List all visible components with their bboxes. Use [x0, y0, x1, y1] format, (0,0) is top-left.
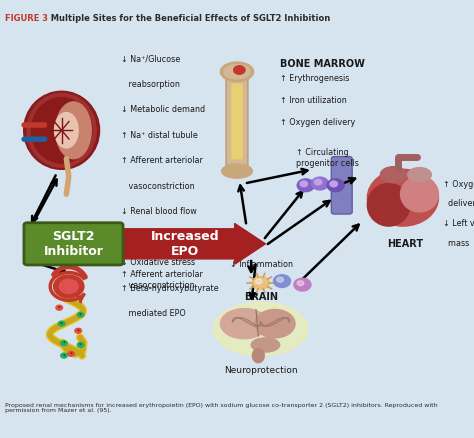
- Text: ↓ Oxidative stress: ↓ Oxidative stress: [121, 258, 195, 267]
- Circle shape: [330, 181, 337, 187]
- FancyArrow shape: [123, 223, 265, 264]
- Text: *: *: [70, 351, 73, 357]
- Text: ↓ Inflammation: ↓ Inflammation: [230, 260, 293, 269]
- Text: ↓ Renal pO₂: ↓ Renal pO₂: [121, 233, 170, 242]
- Text: vasoconstriction: vasoconstriction: [121, 182, 194, 191]
- Text: *: *: [79, 312, 82, 317]
- FancyBboxPatch shape: [226, 75, 248, 168]
- Text: BRAIN: BRAIN: [244, 293, 278, 302]
- Ellipse shape: [380, 167, 407, 183]
- Ellipse shape: [255, 310, 295, 338]
- Text: ↑ Circulating
progenitor cells: ↑ Circulating progenitor cells: [296, 148, 359, 168]
- Circle shape: [294, 278, 311, 291]
- Circle shape: [273, 275, 291, 287]
- Text: *: *: [63, 341, 65, 346]
- Text: ↑ Oxygen delivery: ↑ Oxygen delivery: [280, 117, 355, 127]
- Circle shape: [75, 328, 82, 333]
- Text: mass: mass: [443, 239, 469, 247]
- Text: ↑ Iron utilization: ↑ Iron utilization: [280, 95, 346, 105]
- Text: reabsorption: reabsorption: [121, 80, 180, 88]
- Circle shape: [234, 66, 245, 74]
- Circle shape: [59, 279, 78, 293]
- Ellipse shape: [367, 184, 410, 226]
- Text: ↓ Metabolic demand: ↓ Metabolic demand: [121, 105, 205, 114]
- Circle shape: [314, 179, 322, 185]
- Circle shape: [255, 279, 262, 284]
- Text: Neuroprotection: Neuroprotection: [224, 366, 298, 375]
- Text: ↑ Afferent arteriolar: ↑ Afferent arteriolar: [121, 156, 203, 165]
- Text: *: *: [79, 343, 82, 347]
- Text: ↑ Oxygen: ↑ Oxygen: [443, 180, 474, 189]
- Circle shape: [56, 305, 63, 310]
- Text: *: *: [60, 321, 63, 326]
- Text: HEART: HEART: [387, 239, 423, 248]
- Text: delivery: delivery: [443, 199, 474, 208]
- Circle shape: [252, 276, 269, 289]
- FancyBboxPatch shape: [24, 223, 123, 265]
- Circle shape: [54, 275, 84, 298]
- Text: ↑ Beta-hydroxybutyrate: ↑ Beta-hydroxybutyrate: [121, 284, 219, 293]
- Text: *: *: [58, 305, 61, 310]
- Ellipse shape: [56, 102, 91, 159]
- Text: SGLT2
Inhibitor: SGLT2 Inhibitor: [44, 230, 103, 258]
- Text: FIGURE 3: FIGURE 3: [5, 14, 48, 23]
- Ellipse shape: [251, 338, 280, 352]
- Circle shape: [77, 343, 84, 347]
- Circle shape: [311, 177, 328, 190]
- Text: ↑ Afferent arteriolar
   vasoconstriction: ↑ Afferent arteriolar vasoconstriction: [121, 270, 203, 290]
- FancyBboxPatch shape: [331, 156, 352, 214]
- Text: ↓ Renal blood flow: ↓ Renal blood flow: [121, 207, 197, 216]
- Circle shape: [277, 277, 283, 282]
- Circle shape: [327, 179, 344, 192]
- Circle shape: [297, 179, 314, 192]
- Text: ↑ Erythrogenesis: ↑ Erythrogenesis: [280, 74, 349, 82]
- FancyBboxPatch shape: [231, 84, 243, 159]
- Ellipse shape: [55, 113, 78, 148]
- Circle shape: [77, 312, 84, 317]
- Text: ↓ Left ventricular: ↓ Left ventricular: [443, 219, 474, 228]
- Ellipse shape: [213, 302, 308, 356]
- Text: mediated EPO: mediated EPO: [121, 310, 186, 318]
- Text: *: *: [63, 353, 65, 358]
- Text: Multiple Sites for the Beneficial Effects of SGLT2 Inhibition: Multiple Sites for the Beneficial Effect…: [45, 14, 330, 23]
- Circle shape: [68, 351, 74, 356]
- Ellipse shape: [224, 65, 250, 79]
- Text: ↓ Na⁺/Glucose: ↓ Na⁺/Glucose: [121, 54, 180, 63]
- Circle shape: [297, 281, 304, 286]
- Text: ↑ Na⁺ distal tubule: ↑ Na⁺ distal tubule: [121, 131, 198, 140]
- Ellipse shape: [408, 168, 431, 182]
- Text: BONE MARROW: BONE MARROW: [280, 60, 365, 69]
- Ellipse shape: [222, 164, 252, 178]
- Ellipse shape: [401, 177, 438, 212]
- Text: *: *: [77, 328, 80, 333]
- Ellipse shape: [24, 91, 100, 170]
- Ellipse shape: [220, 62, 254, 81]
- Ellipse shape: [220, 309, 268, 339]
- Circle shape: [300, 181, 308, 187]
- Circle shape: [58, 321, 65, 326]
- Text: Increased
EPO: Increased EPO: [151, 230, 219, 258]
- Circle shape: [61, 353, 67, 358]
- Ellipse shape: [252, 349, 264, 363]
- Circle shape: [61, 341, 67, 346]
- Ellipse shape: [367, 170, 438, 226]
- Text: Proposed renal mechanisms for increased erythropoietin (EPO) with sodium glucose: Proposed renal mechanisms for increased …: [5, 403, 438, 413]
